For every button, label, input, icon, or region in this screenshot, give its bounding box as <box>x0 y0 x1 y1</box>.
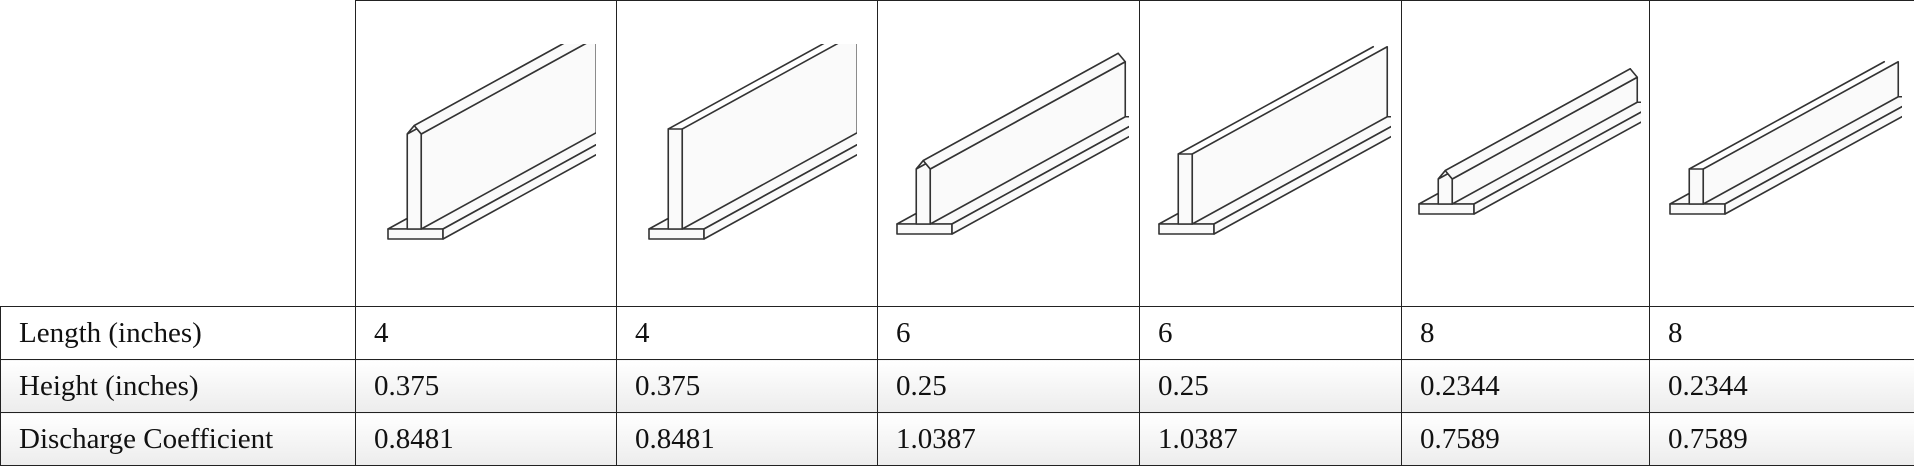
discharge-cell: 0.8481 <box>356 413 617 466</box>
image-cell <box>1140 1 1402 307</box>
corner-cell <box>1 1 356 307</box>
height-cell: 0.2344 <box>1650 360 1914 413</box>
discharge-cell: 1.0387 <box>878 413 1140 466</box>
discharge-cell: 0.8481 <box>617 413 878 466</box>
discharge-cell: 0.7589 <box>1650 413 1914 466</box>
length-cell: 8 <box>1650 307 1914 360</box>
length-row: Length (inches) 4 4 6 6 8 8 <box>1 307 1914 360</box>
medium-sharp-crest-beam-icon <box>1151 44 1391 264</box>
row-label: Discharge Coefficient <box>1 413 356 466</box>
height-cell: 0.2344 <box>1402 360 1650 413</box>
image-cell <box>617 1 878 307</box>
length-cell: 6 <box>878 307 1140 360</box>
height-cell: 0.25 <box>1140 360 1402 413</box>
discharge-cell: 0.7589 <box>1402 413 1650 466</box>
row-label: Length (inches) <box>1 307 356 360</box>
row-label: Height (inches) <box>1 360 356 413</box>
image-cell <box>1650 1 1914 307</box>
height-cell: 0.375 <box>356 360 617 413</box>
length-cell: 4 <box>617 307 878 360</box>
discharge-row: Discharge Coefficient 0.8481 0.8481 1.03… <box>1 413 1914 466</box>
low-beveled-crest-beam-icon <box>1411 44 1641 264</box>
discharge-cell: 1.0387 <box>1140 413 1402 466</box>
low-sharp-crest-beam-icon <box>1662 44 1902 264</box>
height-cell: 0.25 <box>878 360 1140 413</box>
height-cell: 0.375 <box>617 360 878 413</box>
length-cell: 6 <box>1140 307 1402 360</box>
tall-sharp-crest-beam-icon <box>637 44 857 264</box>
medium-beveled-crest-beam-icon <box>889 44 1129 264</box>
image-cell <box>356 1 617 307</box>
image-cell <box>1402 1 1650 307</box>
image-cell <box>878 1 1140 307</box>
length-cell: 8 <box>1402 307 1650 360</box>
tall-beveled-crest-beam-icon <box>376 44 596 264</box>
image-row <box>1 1 1914 307</box>
height-row: Height (inches) 0.375 0.375 0.25 0.25 0.… <box>1 360 1914 413</box>
length-cell: 4 <box>356 307 617 360</box>
